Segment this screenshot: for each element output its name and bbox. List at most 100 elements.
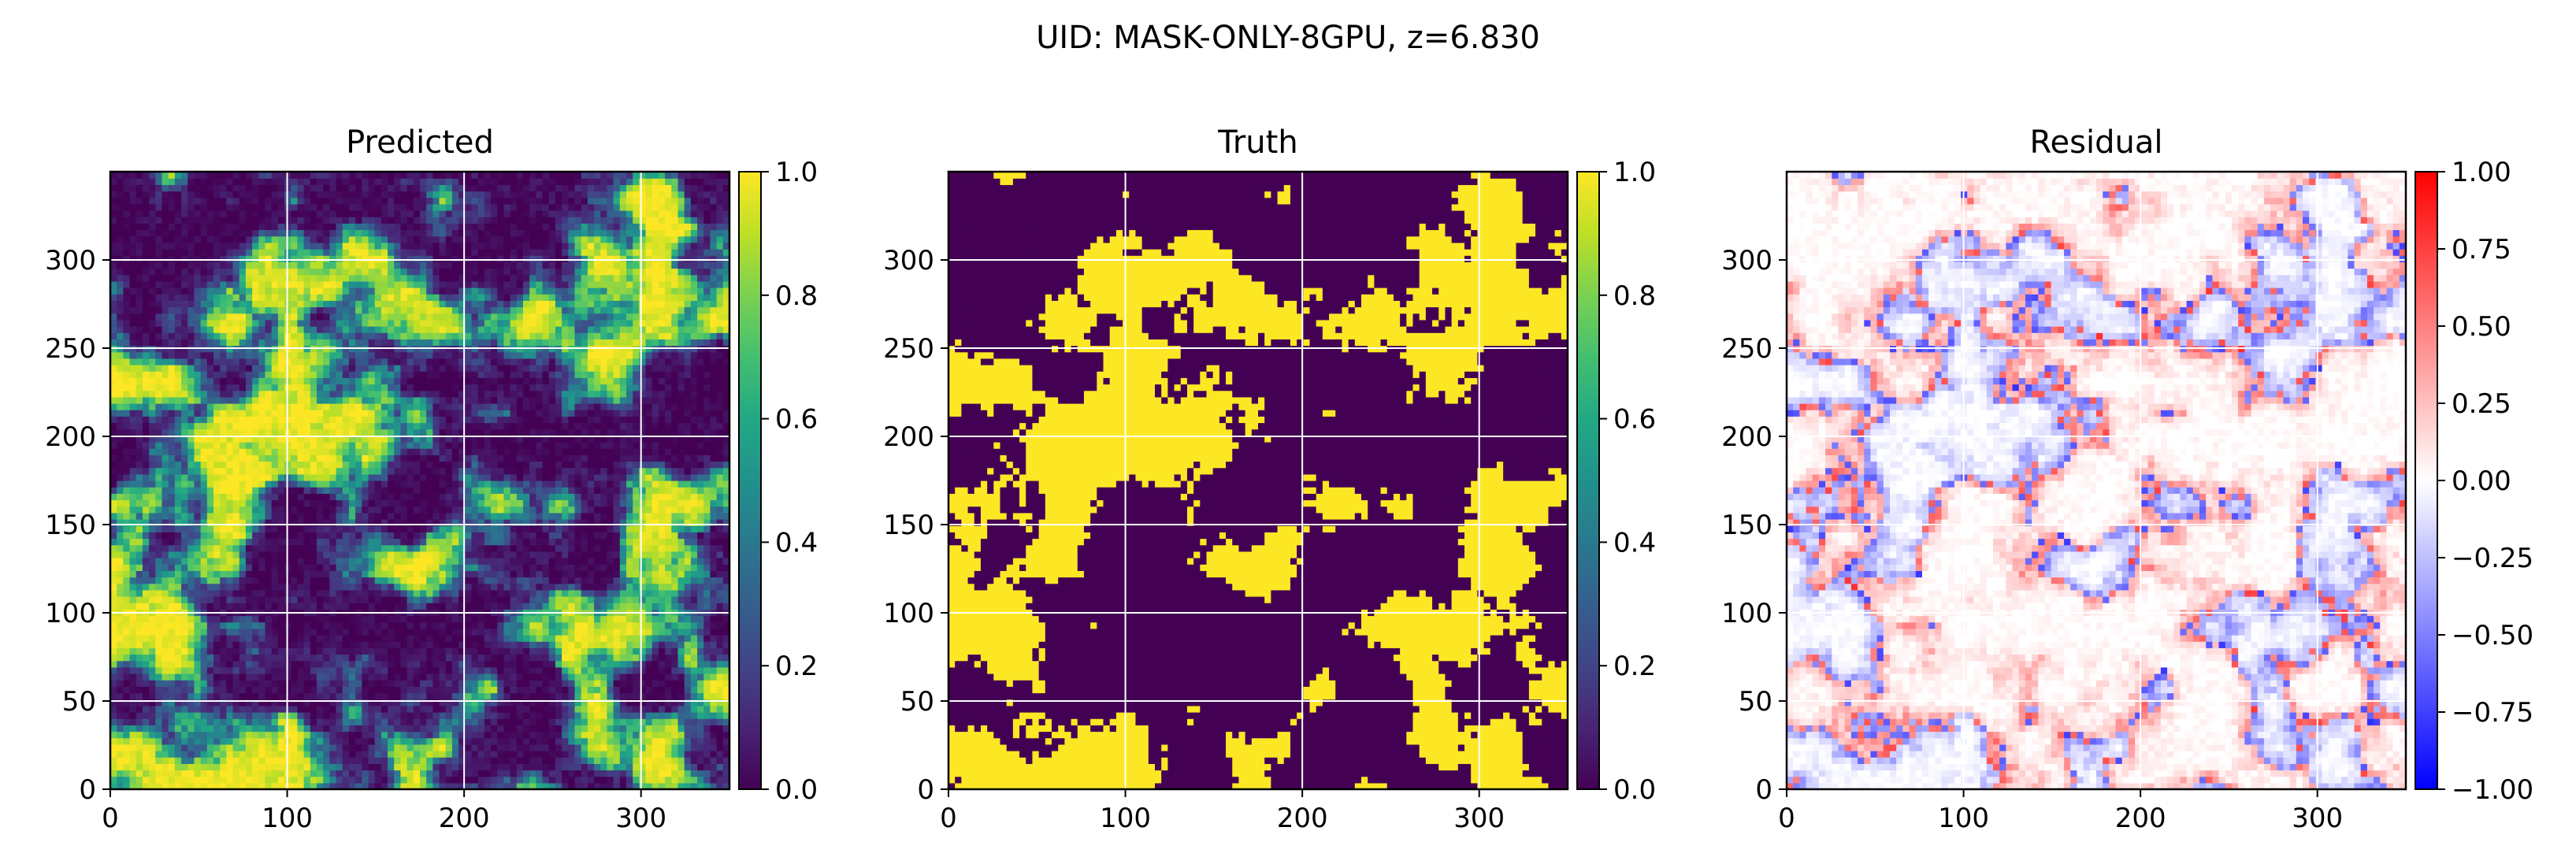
heatmap-cell [342,744,350,751]
heatmap-cell [497,712,505,719]
heatmap-cell [619,647,627,655]
heatmap-cell [297,461,305,469]
heatmap-cell [174,454,182,462]
heatmap-cell [562,757,569,764]
heatmap-cell [245,763,253,771]
heatmap-cell [484,705,492,713]
heatmap-cell [303,628,311,636]
heatmap-cell [581,692,588,700]
heatmap-cell [226,506,234,514]
heatmap-cell [716,467,724,475]
heatmap-cell [619,577,627,584]
heatmap-cell [258,770,266,777]
heatmap-cell [697,467,704,475]
heatmap-cell [297,628,305,636]
heatmap-cell [697,770,704,777]
heatmap-cell [110,467,117,475]
heatmap-cell [542,647,550,655]
heatmap-cell [607,751,614,758]
heatmap-cell [426,731,433,739]
heatmap-cell [239,525,247,532]
heatmap-cell [613,731,621,739]
heatmap-cell [342,525,350,532]
heatmap-cell [220,564,227,571]
heatmap-cell [445,519,453,526]
heatmap-cell [710,544,718,552]
heatmap-cell [413,692,421,700]
heatmap-cell [380,577,388,584]
heatmap-cell [291,506,299,514]
heatmap-cell [374,538,382,546]
heatmap-cell [277,782,285,789]
heatmap-cell [213,776,221,784]
heatmap-cell [651,499,659,507]
heatmap-cell [594,480,601,488]
heatmap-cell [581,763,588,771]
heatmap-cell [420,461,427,469]
heatmap-cell [497,692,505,700]
heatmap-cell [587,699,595,707]
heatmap-cell [213,751,221,758]
heatmap-cell [536,731,544,739]
heatmap-cell [400,532,408,540]
heatmap-cell [562,480,569,488]
heatmap-cell [303,718,311,725]
heatmap-cell [303,487,311,494]
heatmap-cell [516,731,524,739]
heatmap-cell [123,512,131,520]
heatmap-cell [665,493,672,501]
heatmap-cell [252,551,259,558]
heatmap-cell [271,544,279,552]
heatmap-cell [562,751,569,758]
heatmap-cell [613,461,621,469]
heatmap-cell [432,699,440,707]
heatmap-cell [406,737,414,745]
heatmap-cell [117,615,124,623]
heatmap-cell [600,757,608,764]
heatmap-cell [168,454,176,462]
heatmap-cell [297,583,305,591]
heatmap-cell [277,532,285,540]
heatmap-cell [200,751,208,758]
heatmap-cell [722,680,729,687]
heatmap-cell [568,493,576,501]
heatmap-cell [619,770,627,777]
heatmap-cell [291,519,299,526]
heatmap-cell [684,686,692,694]
heatmap-cell [568,570,576,578]
heatmap-cell [342,712,350,719]
heatmap-cell [432,641,440,648]
heatmap-cell [220,635,227,642]
heatmap-cell [355,621,362,629]
heatmap-cell [555,751,562,758]
heatmap-cell [348,519,356,526]
heatmap-cell [465,473,473,481]
heatmap-cell [374,467,382,475]
heatmap-cell [639,680,647,687]
heatmap-cell [380,589,388,597]
heatmap-cell [497,564,505,571]
heatmap-cell [174,615,182,623]
heatmap-cell [117,493,124,501]
heatmap-cell [710,660,718,668]
heatmap-cell [716,558,724,565]
heatmap-cell [497,628,505,636]
heatmap-cell [445,718,453,725]
heatmap-cell [206,712,214,719]
heatmap-cell [445,454,453,462]
heatmap-cell [388,737,395,745]
heatmap-cell [336,666,343,674]
heatmap-cell [123,680,131,687]
heatmap-cell [200,558,208,565]
heatmap-cell [206,551,214,558]
heatmap-cell [245,744,253,751]
heatmap-cell [658,532,666,540]
heatmap-cell [181,493,188,501]
heatmap-cell [123,487,131,494]
heatmap-cell [413,705,421,713]
heatmap-cell [245,654,253,662]
heatmap-cell [420,454,427,462]
heatmap-cell [123,654,131,662]
heatmap-cell [413,686,421,694]
heatmap-cell [677,551,685,558]
